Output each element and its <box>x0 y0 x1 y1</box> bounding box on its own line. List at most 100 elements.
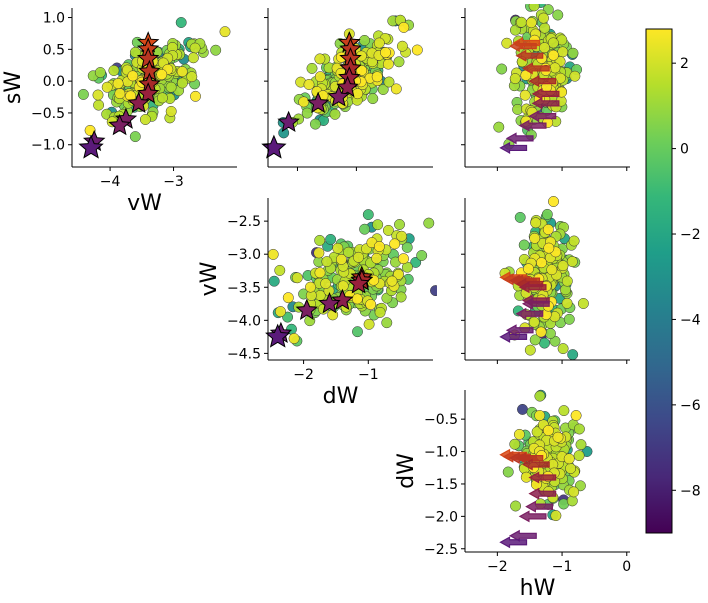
trajectory-arrow <box>508 529 537 542</box>
trajectory-star <box>277 110 300 133</box>
scatter-point <box>542 425 554 436</box>
scatter-point <box>127 70 139 82</box>
x-tick-label: 0 <box>622 559 631 575</box>
scatter-point <box>575 439 587 451</box>
scatter-point <box>92 89 104 101</box>
scatter-point <box>552 431 564 443</box>
colorbar-tick-label: 2 <box>680 56 689 72</box>
trajectory-arrow <box>515 452 544 465</box>
scatter-point <box>393 56 405 68</box>
scatter-point <box>535 326 547 338</box>
scatter-point <box>529 232 541 244</box>
scatter-point <box>291 272 303 284</box>
scatter-point <box>381 317 393 329</box>
scatter-point <box>314 267 326 279</box>
y-axis-label: vW <box>197 261 222 296</box>
trajectory-arrow <box>499 330 528 343</box>
panel-hW-dW: −2 −1 0 −0.5 −1.0 −1.5 −2.0 −2.5 hW dW <box>394 389 631 601</box>
trajectory-markers <box>261 31 362 159</box>
scatter-point <box>539 42 550 54</box>
x-axis-label: dW <box>323 384 359 409</box>
y-tick-label: −4.5 <box>227 346 261 362</box>
scatter-point <box>112 78 124 89</box>
trajectory-arrow <box>528 75 557 88</box>
scatter-point <box>568 486 580 498</box>
scatter-point <box>156 92 168 104</box>
scatter-point <box>534 410 546 421</box>
scatter-point <box>514 211 526 223</box>
scatter-point <box>565 463 577 474</box>
scatter-point <box>372 219 384 231</box>
scatter-point <box>365 299 377 310</box>
y-tick-label: −3.5 <box>227 280 261 296</box>
scatter-point <box>509 73 521 85</box>
panel-hW-vW <box>461 196 630 364</box>
scatter-point <box>314 71 326 83</box>
scatter-point <box>558 405 570 417</box>
panel-dW-vW: −2 −1 −2.5 −3.0 −3.5 −4.0 −4.5 dW vW <box>197 198 437 409</box>
scatter-cloud <box>499 196 589 360</box>
trajectory-arrow <box>505 324 534 337</box>
colorbar-tick-label: −4 <box>680 312 701 328</box>
scatter-point <box>401 241 413 253</box>
scatter-point <box>343 246 354 258</box>
scatter-point <box>314 234 326 246</box>
x-tick-label: −4 <box>100 174 121 190</box>
trajectory-star <box>331 288 354 311</box>
scatter-point <box>528 316 540 328</box>
y-tick-label: −1.0 <box>31 138 65 154</box>
trajectory-star <box>127 91 150 113</box>
scatter-point <box>352 88 364 100</box>
scatter-point <box>313 247 325 259</box>
x-tick-label: −1 <box>358 367 379 383</box>
y-axis-label: sW <box>1 71 26 104</box>
scatter-point <box>383 76 395 88</box>
x-tick-label: −2 <box>487 559 508 575</box>
y-tick-label: −1.0 <box>424 445 458 461</box>
scatter-point <box>373 37 385 49</box>
scatter-point <box>373 241 385 252</box>
scatter-point <box>410 256 422 268</box>
scatter-point <box>327 309 339 321</box>
trajectory-star <box>261 134 287 159</box>
scatter-point <box>567 47 579 59</box>
scatter-point <box>332 242 344 254</box>
trajectory-arrow <box>518 281 547 294</box>
trajectory-markers <box>78 31 161 159</box>
scatter-point <box>352 326 363 338</box>
scatter-point <box>561 275 573 287</box>
trajectory-arrow <box>505 132 534 145</box>
y-tick-label: 1.0 <box>43 11 65 27</box>
scatter-point <box>305 281 316 293</box>
trajectory-arrow <box>521 62 550 75</box>
scatter-point <box>541 208 553 220</box>
scatter-point <box>398 253 409 265</box>
y-axis-label: dW <box>394 453 419 489</box>
scatter-point <box>368 274 380 286</box>
y-tick-label: −0.5 <box>31 106 65 122</box>
scatter-point <box>371 71 383 83</box>
trajectory-markers <box>265 265 374 348</box>
scatter-point <box>309 118 321 130</box>
trajectory-arrow <box>521 458 550 471</box>
trajectory-star <box>108 113 131 136</box>
scatter-point <box>377 84 389 95</box>
scatter-point <box>382 58 394 70</box>
scatter-point <box>186 71 198 83</box>
scatter-point <box>176 66 188 78</box>
scatter-point <box>550 510 562 522</box>
scatter-point <box>396 230 408 242</box>
trajectory-arrow <box>515 307 544 320</box>
scatter-point <box>577 298 589 309</box>
scatter-point <box>371 252 383 264</box>
scatter-point <box>268 248 279 260</box>
scatter-point <box>337 280 349 292</box>
trajectory-markers <box>499 448 557 549</box>
scatter-point <box>187 52 199 64</box>
scatter-point <box>356 65 368 76</box>
panel-dW-sW <box>261 8 433 171</box>
scatter-point <box>210 44 222 56</box>
scatter-point <box>496 63 508 75</box>
trajectory-arrow <box>525 500 554 513</box>
